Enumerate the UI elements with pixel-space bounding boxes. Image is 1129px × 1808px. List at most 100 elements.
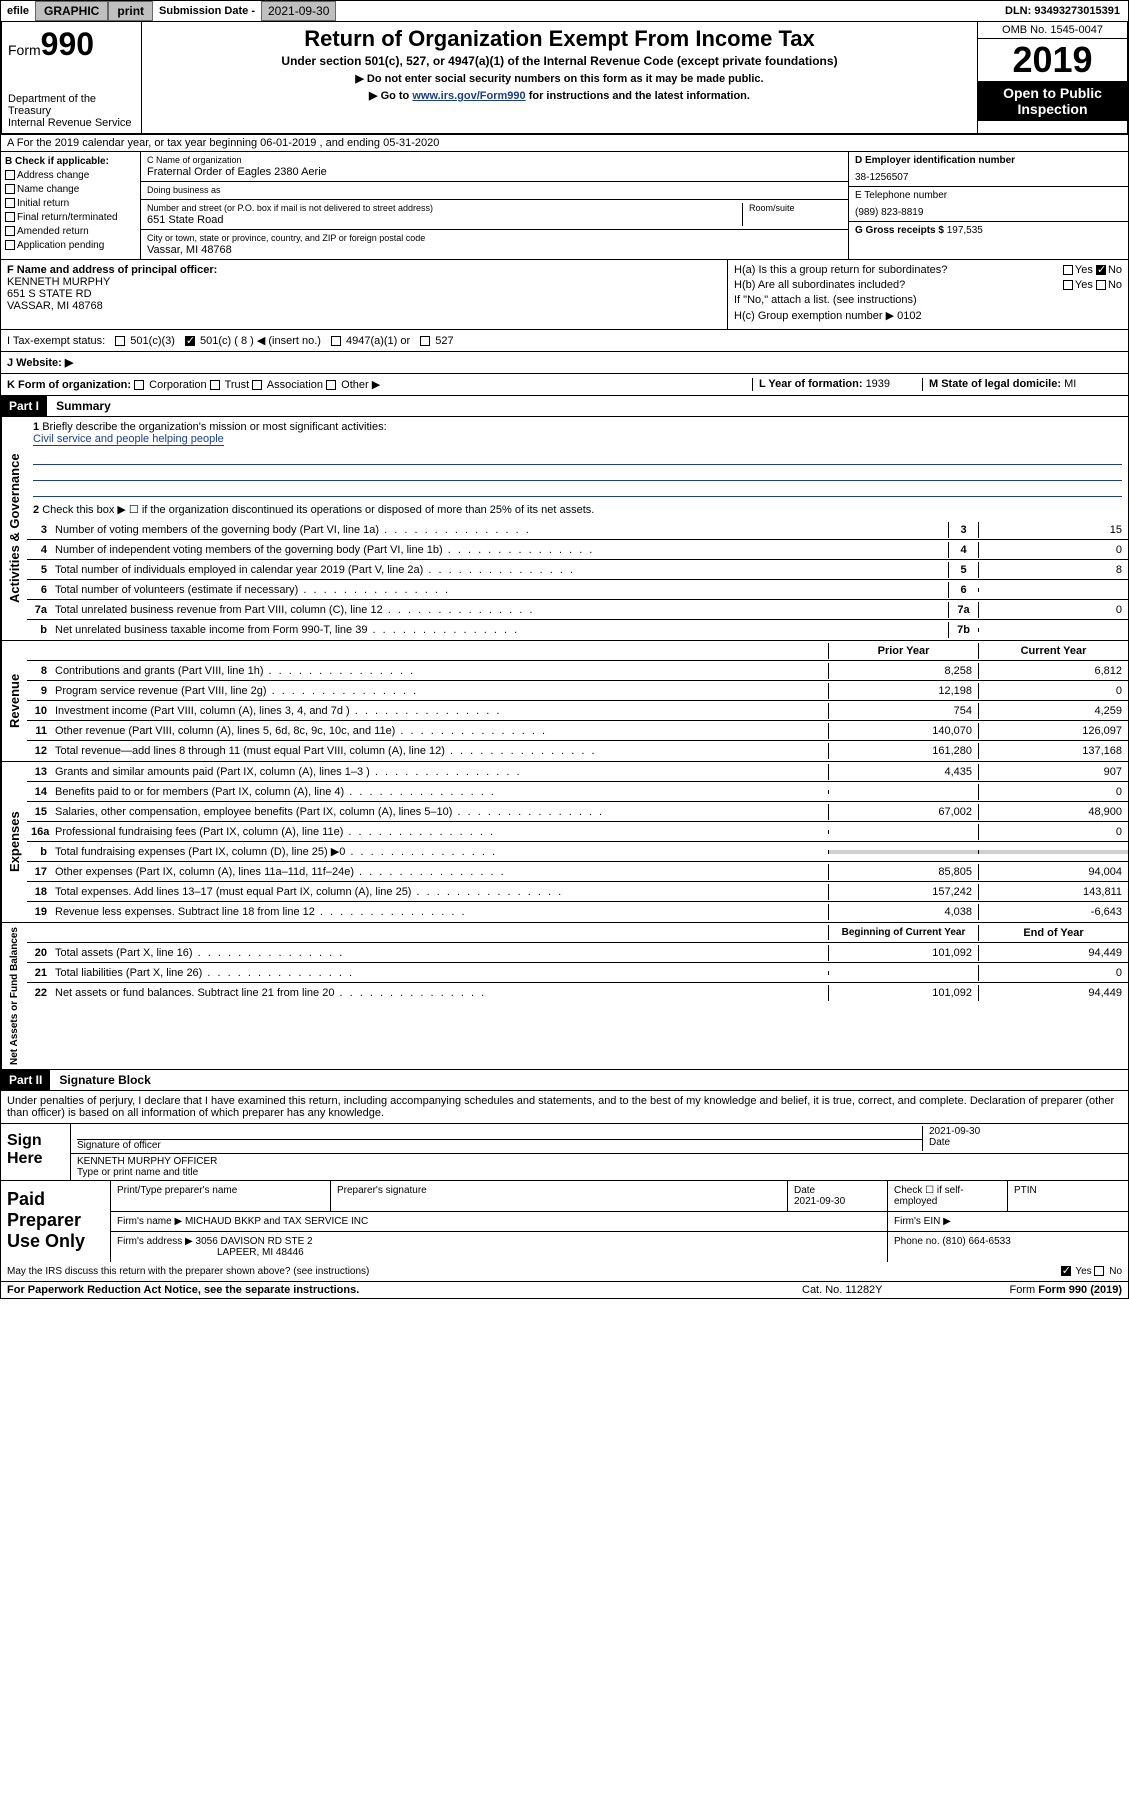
line-value: 15 — [978, 522, 1128, 538]
chk-final-return[interactable]: Final return/terminated — [5, 212, 136, 223]
irs-label: Internal Revenue Service — [8, 117, 135, 129]
line-value: 0 — [978, 602, 1128, 618]
chk-amended[interactable]: Amended return — [5, 226, 136, 237]
submission-date: 2021-09-30 — [261, 1, 336, 21]
line-num: 19 — [27, 904, 51, 920]
tax-year: 2019 — [978, 39, 1127, 81]
preparer-sig-label: Preparer's signature — [331, 1181, 788, 1211]
cat-no: Cat. No. 11282Y — [802, 1284, 962, 1296]
firm-ein: Firm's EIN ▶ — [888, 1212, 1128, 1231]
pra-notice: For Paperwork Reduction Act Notice, see … — [7, 1284, 802, 1296]
phone-row: E Telephone number (989) 823-8819 — [849, 187, 1128, 222]
opt-label: 4947(a)(1) or — [346, 335, 410, 347]
form-title: Return of Organization Exempt From Incom… — [150, 26, 969, 52]
current-year-header: Current Year — [978, 643, 1128, 659]
discuss-answer: Yes No — [1061, 1266, 1122, 1277]
opt-trust[interactable]: Trust — [210, 379, 250, 391]
line-text: Total number of individuals employed in … — [51, 562, 948, 578]
opt-527[interactable]: 527 — [420, 335, 453, 347]
opt-assoc[interactable]: Association — [252, 379, 323, 391]
footer: For Paperwork Reduction Act Notice, see … — [0, 1282, 1129, 1299]
net-assets-body: Beginning of Current Year End of Year 20… — [27, 923, 1128, 1069]
chk-label: Application pending — [17, 240, 104, 251]
prior-value: 101,092 — [828, 945, 978, 961]
line-text: Number of voting members of the governin… — [51, 522, 948, 538]
line2-text: Check this box ▶ ☐ if the organization d… — [42, 504, 594, 516]
form990-link[interactable]: www.irs.gov/Form990 — [412, 90, 525, 102]
print-button[interactable]: print — [108, 1, 153, 21]
header-center: Return of Organization Exempt From Incom… — [142, 22, 977, 133]
sig-officer-line: Signature of officer 2021-09-30 Date — [71, 1124, 1128, 1154]
line-num: 6 — [27, 582, 51, 598]
dba-row: Doing business as — [141, 182, 848, 200]
form-ref-value: Form 990 (2019) — [1038, 1284, 1122, 1296]
chk-name-change[interactable]: Name change — [5, 184, 136, 195]
current-value — [978, 850, 1128, 854]
current-value: 48,900 — [978, 804, 1128, 820]
line-text: Other expenses (Part IX, column (A), lin… — [51, 864, 828, 880]
prior-value — [828, 790, 978, 794]
chk-label: Address change — [17, 170, 89, 181]
current-value: 0 — [978, 683, 1128, 699]
table-row: 13 Grants and similar amounts paid (Part… — [27, 762, 1128, 782]
table-row: 9 Program service revenue (Part VIII, li… — [27, 681, 1128, 701]
l-value: 1939 — [866, 378, 890, 390]
end-header: End of Year — [978, 925, 1128, 941]
dba-label: Doing business as — [147, 185, 842, 195]
col-f-officer: F Name and address of principal officer:… — [1, 260, 728, 329]
opt-label: Trust — [225, 379, 250, 391]
line-box: 6 — [948, 582, 978, 598]
prior-value: 140,070 — [828, 723, 978, 739]
row-a-tax-year: A For the 2019 calendar year, or tax yea… — [0, 135, 1129, 152]
opt-4947[interactable]: 4947(a)(1) or — [331, 335, 410, 347]
table-row: 19 Revenue less expenses. Subtract line … — [27, 902, 1128, 922]
line-num: 7a — [27, 602, 51, 618]
opt-corp[interactable]: Corporation — [134, 379, 207, 391]
opt-other[interactable]: Other ▶ — [326, 379, 380, 391]
table-row: 5 Total number of individuals employed i… — [27, 560, 1128, 580]
col-c: C Name of organization Fraternal Order o… — [141, 152, 848, 259]
discuss-line: May the IRS discuss this return with the… — [1, 1262, 1128, 1281]
line-num: 9 — [27, 683, 51, 699]
hb-label: H(b) Are all subordinates included? — [734, 279, 905, 291]
line-num: 15 — [27, 804, 51, 820]
firm-name-value: MICHAUD BKKP and TAX SERVICE INC — [185, 1216, 368, 1227]
efile-label: efile — [1, 3, 35, 19]
row-k-form-org: K Form of organization: Corporation Trus… — [7, 378, 752, 391]
table-row: 10 Investment income (Part VIII, column … — [27, 701, 1128, 721]
opt-501c3[interactable]: 501(c)(3) — [115, 335, 175, 347]
prior-value: 4,435 — [828, 764, 978, 780]
table-row: 12 Total revenue—add lines 8 through 11 … — [27, 741, 1128, 761]
opt-label: 527 — [435, 335, 453, 347]
line-value: 8 — [978, 562, 1128, 578]
org-name: Fraternal Order of Eagles 2380 Aerie — [147, 166, 842, 178]
chk-initial-return[interactable]: Initial return — [5, 198, 136, 209]
chk-address-change[interactable]: Address change — [5, 170, 136, 181]
website-label: J Website: ▶ — [7, 357, 73, 369]
line1-text: Briefly describe the organization's miss… — [42, 421, 386, 433]
revenue-label: Revenue — [1, 641, 27, 761]
paid-header-line: Print/Type preparer's name Preparer's si… — [111, 1181, 1128, 1212]
revenue-section: Revenue Prior Year Current Year 8 Contri… — [0, 641, 1129, 762]
form-number: 990 — [41, 26, 94, 62]
current-value: 94,449 — [978, 985, 1128, 1001]
graphic-button[interactable]: GRAPHIC — [35, 1, 108, 21]
sig-officer-label: Signature of officer — [77, 1140, 161, 1151]
blank-line — [33, 451, 1122, 465]
hb-answer: Yes No — [1063, 279, 1122, 291]
sign-body: Signature of officer 2021-09-30 Date KEN… — [71, 1124, 1128, 1180]
m-label: M State of legal domicile: — [929, 378, 1064, 390]
hc-value: 0102 — [897, 310, 921, 322]
date-value: 2021-09-30 — [794, 1196, 845, 1207]
l-label: L Year of formation: — [759, 378, 866, 390]
line-num: 14 — [27, 784, 51, 800]
opt-501c[interactable]: 501(c) ( 8 ) ◀ (insert no.) — [185, 334, 321, 347]
expenses-body: 13 Grants and similar amounts paid (Part… — [27, 762, 1128, 922]
m-value: MI — [1064, 378, 1076, 390]
current-value: 126,097 — [978, 723, 1128, 739]
officer-name: KENNETH MURPHY — [7, 276, 721, 288]
line-num: 8 — [27, 663, 51, 679]
form-subtitle: Under section 501(c), 527, or 4947(a)(1)… — [150, 54, 969, 68]
line-value: 0 — [978, 542, 1128, 558]
chk-pending[interactable]: Application pending — [5, 240, 136, 251]
